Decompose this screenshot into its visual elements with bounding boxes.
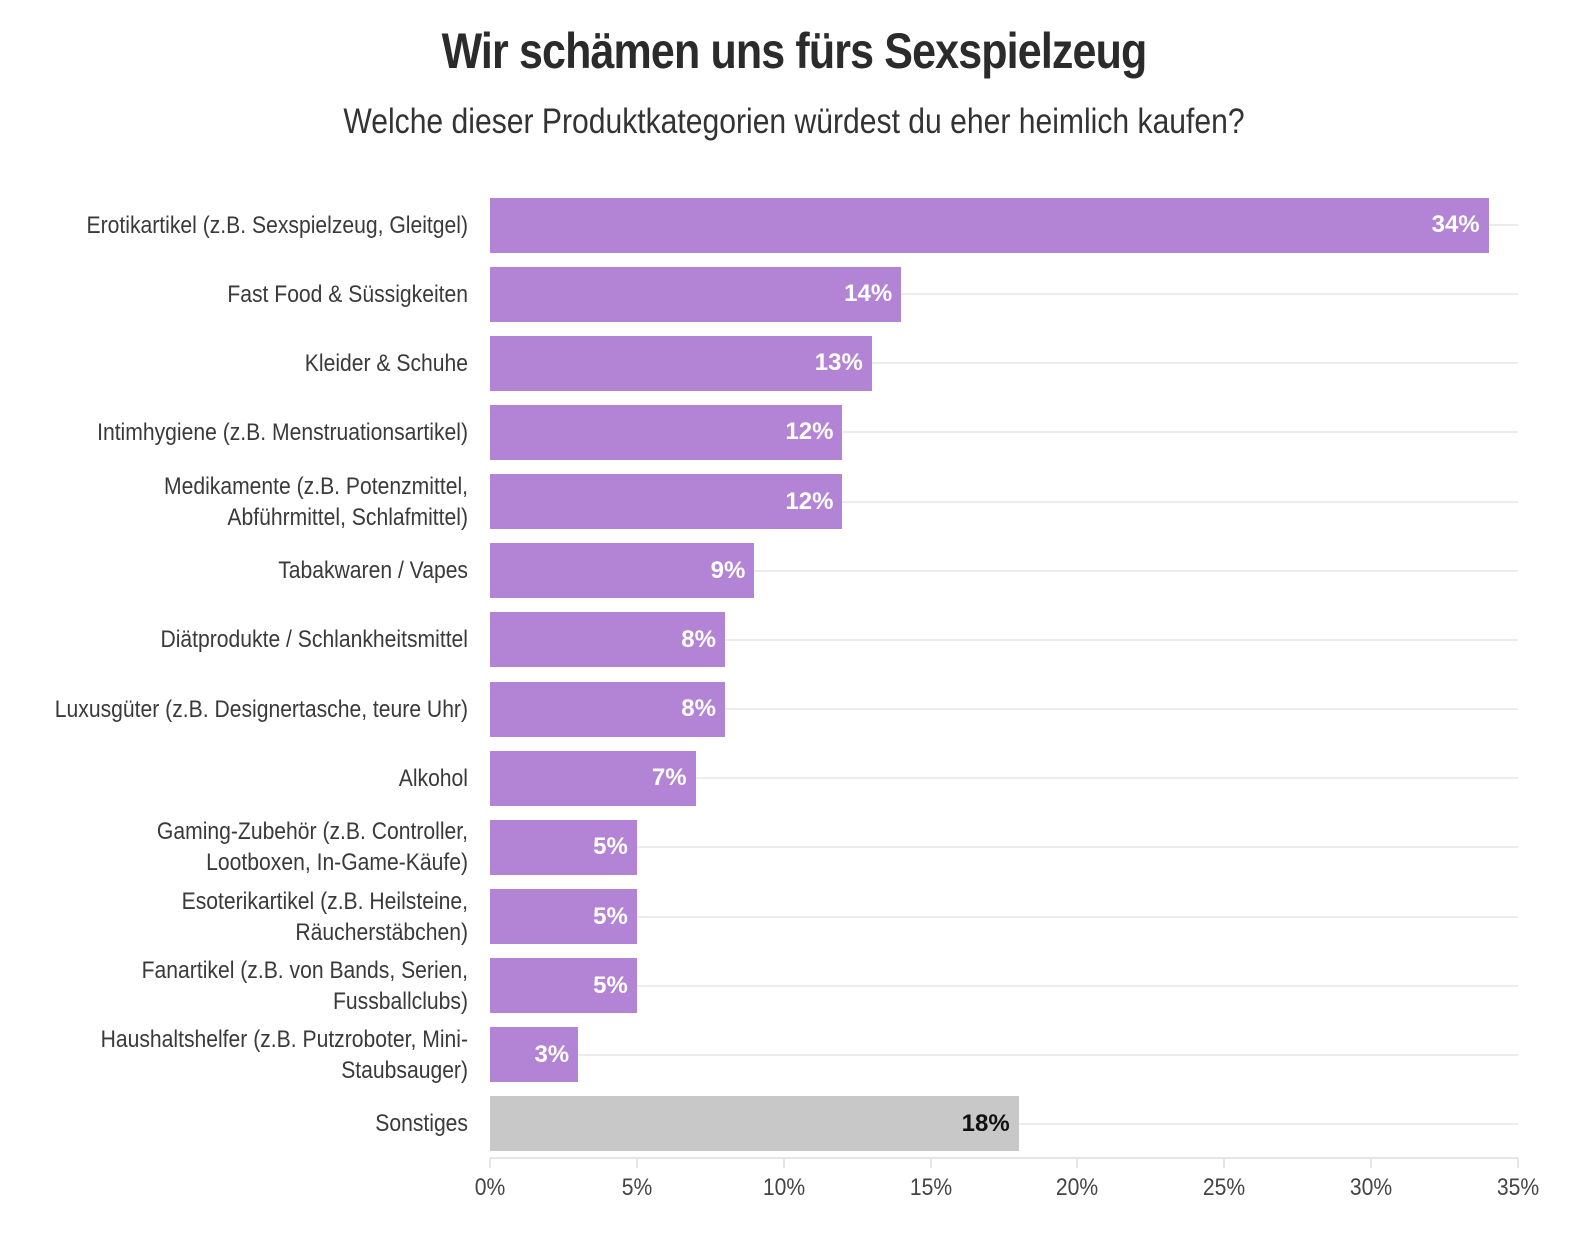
gridline <box>490 638 1518 641</box>
bar-value-label: 3% <box>534 1040 570 1068</box>
gridline <box>490 1053 1518 1056</box>
x-tick-label: 15% <box>909 1174 952 1201</box>
bar-value-label: 9% <box>710 556 746 584</box>
bar <box>490 404 843 460</box>
bar-value-label: 12% <box>785 418 834 446</box>
gridline <box>490 293 1518 296</box>
category-label: Medikamente (z.B. Potenzmittel, Abführmi… <box>163 472 468 531</box>
bar <box>490 958 637 1014</box>
x-tick <box>1370 1158 1373 1168</box>
category-label: Fanartikel (z.B. von Bands, Serien, Fuss… <box>141 956 468 1015</box>
bar <box>490 1096 1019 1152</box>
category-label: Fast Food & Süssigkeiten <box>227 280 468 308</box>
x-tick-label: 35% <box>1496 1174 1540 1201</box>
category-label: Gaming-Zubehör (z.B. Controller, Lootbox… <box>156 818 468 877</box>
gridline <box>490 984 1518 987</box>
gridline <box>490 846 1518 849</box>
x-tick <box>489 1158 491 1168</box>
bar-value-label: 13% <box>814 349 863 377</box>
x-tick <box>929 1158 932 1168</box>
x-tick <box>635 1158 638 1168</box>
bar <box>490 543 755 599</box>
gridline <box>490 431 1518 434</box>
bar <box>490 819 637 875</box>
x-tick <box>1223 1158 1226 1168</box>
category-label: Haushaltshelfer (z.B. Putzroboter, Mini-… <box>100 1025 468 1084</box>
category-label: Esoterikartikel (z.B. Heilsteine, Räuche… <box>181 887 468 946</box>
gridline <box>490 500 1518 503</box>
x-tick <box>1076 1158 1079 1168</box>
bar-value-label: 5% <box>593 902 628 930</box>
x-tick <box>1517 1158 1519 1168</box>
bar-value-label: 8% <box>681 695 716 723</box>
bar <box>490 197 1489 253</box>
gridline <box>490 915 1518 918</box>
gridline <box>490 708 1518 711</box>
bar <box>490 750 696 806</box>
bar-value-label: 18% <box>961 1109 1010 1137</box>
bar <box>490 266 902 322</box>
bar-value-label: 5% <box>593 833 628 861</box>
bar <box>490 1027 579 1083</box>
bar <box>490 612 725 668</box>
bar-value-label: 34% <box>1431 211 1480 238</box>
category-label: Diätprodukte / Schlankheitsmittel <box>160 626 468 654</box>
category-label: Kleider & Schuhe <box>304 349 468 377</box>
bar-value-label: 5% <box>593 971 628 999</box>
category-label: Luxusgüter (z.B. Designertasche, teure U… <box>54 695 469 723</box>
bar-value-label: 12% <box>785 487 834 515</box>
bar <box>490 474 843 530</box>
category-label: Sonstiges <box>375 1110 468 1138</box>
x-tick <box>782 1158 785 1168</box>
gridline <box>490 362 1518 365</box>
bar-value-label: 8% <box>681 625 716 653</box>
x-tick-label: 20% <box>1056 1174 1099 1201</box>
category-label: Tabakwaren / Vapes <box>278 557 468 585</box>
bar-value-label: 7% <box>651 764 687 792</box>
category-label: Intimhygiene (z.B. Menstruationsartikel) <box>97 418 469 446</box>
chart-title: Wir schämen uns fürs Sexspielzeug <box>441 23 1148 79</box>
gridline <box>490 569 1518 572</box>
bar <box>490 335 872 391</box>
x-tick-label: 0% <box>474 1174 506 1201</box>
x-tick-label: 25% <box>1203 1174 1246 1201</box>
chart-subtitle: Welche dieser Produktkategorien würdest … <box>343 102 1245 141</box>
gridline <box>490 777 1518 780</box>
category-label: Alkohol <box>398 764 468 792</box>
bar <box>490 889 637 944</box>
bar <box>490 681 725 737</box>
x-axis-line <box>490 1157 1518 1159</box>
category-label: Erotikartikel (z.B. Sexspielzeug, Gleitg… <box>86 211 468 239</box>
x-tick-label: 5% <box>621 1174 653 1201</box>
bar-value-label: 14% <box>844 280 893 308</box>
x-tick-label: 10% <box>762 1174 805 1201</box>
x-tick-label: 30% <box>1349 1174 1393 1201</box>
